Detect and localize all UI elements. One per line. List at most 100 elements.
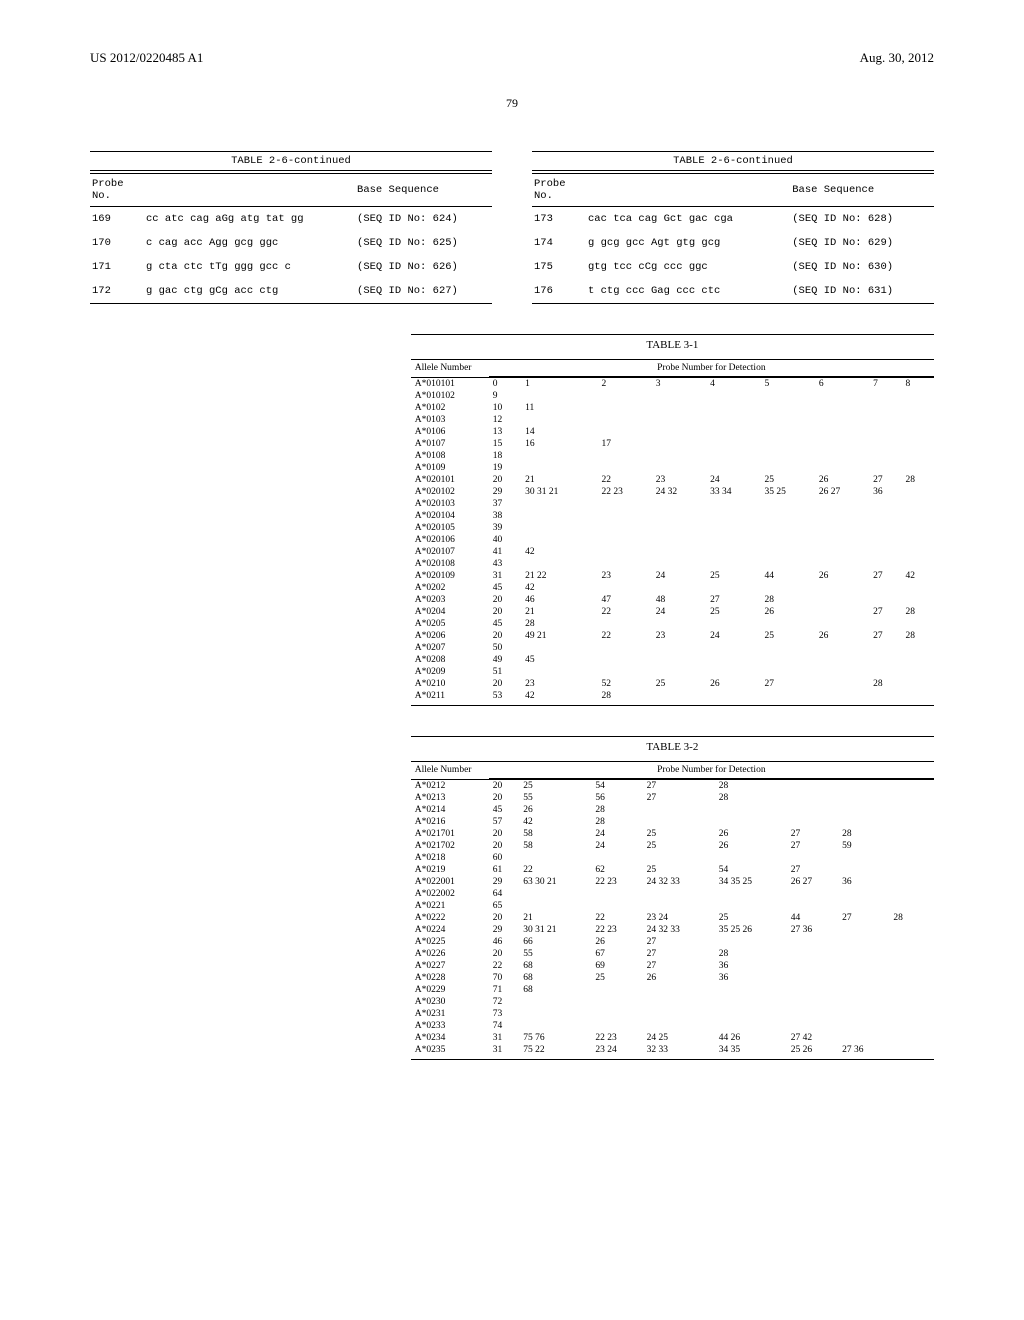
probe-number — [787, 1008, 838, 1020]
probe-number — [889, 1044, 920, 1060]
probe-number: 29 — [489, 924, 520, 936]
probe-number — [643, 1020, 715, 1032]
probe-number: 25 — [652, 678, 706, 690]
probe-number — [838, 852, 889, 864]
probe-number: 26 27 — [815, 486, 869, 498]
allele-number: A*0228 — [411, 972, 489, 984]
probe-number: 54 — [591, 780, 642, 793]
probe-number — [652, 390, 706, 402]
probe-number: 29 — [489, 486, 521, 498]
probe-number: 20 — [489, 828, 520, 840]
probe-number — [706, 498, 760, 510]
allele-number: A*022002 — [411, 888, 489, 900]
probe-number: 26 — [715, 828, 787, 840]
probe-number: 44 — [760, 570, 814, 582]
probe-number: 57 — [489, 816, 520, 828]
probe-number — [920, 888, 934, 900]
probe-number — [715, 1008, 787, 1020]
table-row: A*02297168 — [411, 984, 934, 996]
table-row: A*02242930 31 2122 2324 32 3335 25 2627 … — [411, 924, 934, 936]
col-header-probe-group: Probe Number for Detection — [489, 762, 934, 779]
probe-number: 36 — [715, 960, 787, 972]
allele-number: A*020101 — [411, 474, 489, 486]
probe-number — [815, 414, 869, 426]
probe-number — [920, 828, 934, 840]
allele-number: A*0235 — [411, 1044, 489, 1060]
allele-number: A*010102 — [411, 390, 489, 402]
probe-number — [597, 426, 651, 438]
probe-number — [815, 438, 869, 450]
table-row: A*02042021222425262728 — [411, 606, 934, 618]
probe-number: 27 36 — [838, 1044, 889, 1060]
allele-number: A*0103 — [411, 414, 489, 426]
probe-number: 24 — [591, 828, 642, 840]
allele-number: A*020103 — [411, 498, 489, 510]
probe-number: 28 — [597, 690, 651, 706]
table-row: A*02262055672728 — [411, 948, 934, 960]
table-row: A*010818 — [411, 450, 934, 462]
table-row: A*0214452628 — [411, 804, 934, 816]
probe-number — [643, 900, 715, 912]
allele-number: A*0225 — [411, 936, 489, 948]
probe-number: 19 — [489, 462, 521, 474]
probe-number — [920, 804, 934, 816]
table-row: A*02062049 2122232425262728 — [411, 630, 934, 642]
probe-number — [652, 402, 706, 414]
probe-number: 27 — [787, 864, 838, 876]
allele-number: A*0206 — [411, 630, 489, 642]
table-row: A*020101202122232425262728 — [411, 474, 934, 486]
allele-number: A*010101 — [411, 378, 489, 391]
probe-number — [869, 498, 901, 510]
probe-number — [597, 498, 651, 510]
probe-number — [889, 864, 920, 876]
seq-id: (SEQ ID No: 626) — [355, 255, 492, 279]
probe-number — [902, 582, 934, 594]
probe-number — [652, 510, 706, 522]
table-row: A*02200264 — [411, 888, 934, 900]
probe-number: 28 — [889, 912, 920, 924]
probe-number — [521, 390, 597, 402]
allele-number: A*0224 — [411, 924, 489, 936]
probe-number: 42 — [521, 546, 597, 558]
probe-number — [760, 642, 814, 654]
seq-id: (SEQ ID No: 624) — [355, 207, 492, 232]
probe-number: 27 — [643, 948, 715, 960]
probe-number: 20 — [489, 678, 521, 690]
probe-number: 67 — [591, 948, 642, 960]
table-caption: TABLE 2-6-continued — [532, 151, 934, 171]
probe-number — [591, 1008, 642, 1020]
probe-number — [889, 1032, 920, 1044]
table-row: A*0201022930 31 2122 2324 3233 3435 2526… — [411, 486, 934, 498]
probe-number — [838, 816, 889, 828]
probe-number — [597, 414, 651, 426]
base-sequence: g gac ctg gCg acc ctg — [144, 279, 355, 304]
probe-number: 20 — [489, 594, 521, 606]
probe-number — [869, 390, 901, 402]
probe-number — [815, 558, 869, 570]
allele-number: A*0219 — [411, 864, 489, 876]
probe-number — [869, 510, 901, 522]
probe-number: 55 — [519, 948, 591, 960]
col-header-probe-no: Probe No. — [90, 174, 144, 207]
probe-number — [597, 462, 651, 474]
probe-number — [902, 594, 934, 606]
probe-number: 38 — [489, 510, 521, 522]
probe-number: 74 — [489, 1020, 520, 1032]
probe-number — [597, 558, 651, 570]
probe-number: 21 — [521, 606, 597, 618]
probe-number: 28 — [869, 678, 901, 690]
table-row: A*0101029 — [411, 390, 934, 402]
base-sequence: g gcg gcc Agt gtg gcg — [586, 231, 790, 255]
probe-number: 25 — [643, 840, 715, 852]
probe-number: 20 — [489, 474, 521, 486]
probe-number — [889, 900, 920, 912]
probe-number: 26 — [815, 630, 869, 642]
probe-number — [706, 522, 760, 534]
probe-number — [815, 498, 869, 510]
probe-number: 45 — [489, 618, 521, 630]
col-header-allele: Allele Number — [411, 360, 489, 377]
probe-number: 25 — [715, 912, 787, 924]
allele-number: A*0209 — [411, 666, 489, 678]
probe-number: 26 — [760, 606, 814, 618]
table-row: A*010919 — [411, 462, 934, 474]
